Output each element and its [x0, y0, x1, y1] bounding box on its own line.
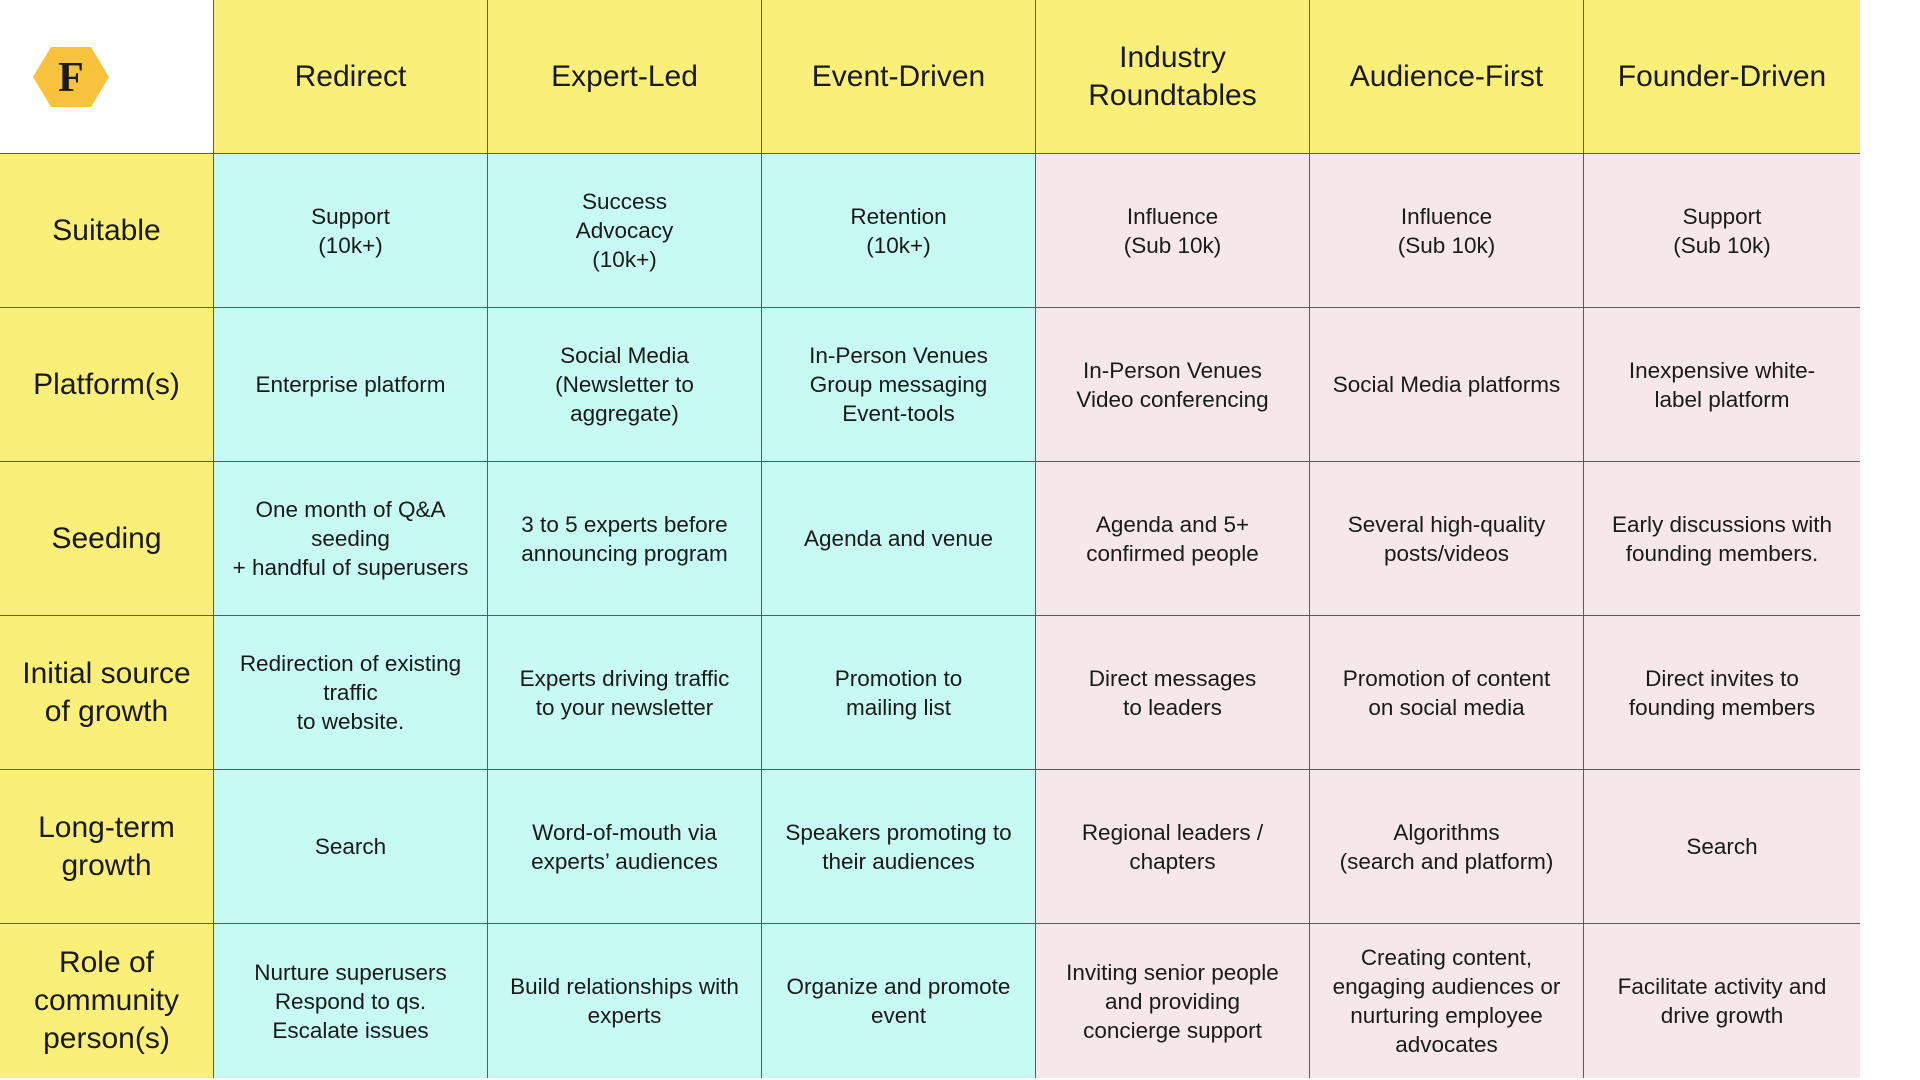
table-cell: Influence (Sub 10k) [1310, 154, 1584, 308]
table-cell: Success Advocacy (10k+) [488, 154, 762, 308]
logo-letter: F [58, 55, 84, 101]
table-cell: Experts driving traffic to your newslett… [488, 616, 762, 770]
column-header: Redirect [214, 0, 488, 154]
table-cell: Promotion to mailing list [762, 616, 1036, 770]
column-header: Audience-First [1310, 0, 1584, 154]
table-cell: Build relationships with experts [488, 924, 762, 1078]
row-header: Role of community person(s) [0, 924, 214, 1078]
table-cell: Facilitate activity and drive growth [1584, 924, 1860, 1078]
table-cell: Social Media (Newsletter to aggregate) [488, 308, 762, 462]
table-cell: Agenda and 5+ confirmed people [1036, 462, 1310, 616]
table-cell: Influence (Sub 10k) [1036, 154, 1310, 308]
table-cell: Promotion of content on social media [1310, 616, 1584, 770]
row-header: Initial source of growth [0, 616, 214, 770]
table-cell: Several high-quality posts/videos [1310, 462, 1584, 616]
row-header: Seeding [0, 462, 214, 616]
column-header: Event-Driven [762, 0, 1036, 154]
table-cell: Speakers promoting to their audiences [762, 770, 1036, 924]
table-cell: In-Person Venues Group messaging Event-t… [762, 308, 1036, 462]
table-cell: Search [214, 770, 488, 924]
table-cell: Inviting senior people and providing con… [1036, 924, 1310, 1078]
row-header: Long-term growth [0, 770, 214, 924]
row-header: Platform(s) [0, 308, 214, 462]
table-cell: Regional leaders / chapters [1036, 770, 1310, 924]
table-cell: Creating content, engaging audiences or … [1310, 924, 1584, 1078]
table-cell: Nurture superusers Respond to qs. Escala… [214, 924, 488, 1078]
table-cell: 3 to 5 experts before announcing program [488, 462, 762, 616]
row-header: Suitable [0, 154, 214, 308]
table-cell: Search [1584, 770, 1860, 924]
column-header: Industry Roundtables [1036, 0, 1310, 154]
table-cell: Direct invites to founding members [1584, 616, 1860, 770]
table-cell: Word-of-mouth via experts’ audiences [488, 770, 762, 924]
table-cell: Early discussions with founding members. [1584, 462, 1860, 616]
table-cell: Enterprise platform [214, 308, 488, 462]
table-cell: Support (Sub 10k) [1584, 154, 1860, 308]
table-cell: Social Media platforms [1310, 308, 1584, 462]
table-cell: Support (10k+) [214, 154, 488, 308]
table-cell: Organize and promote event [762, 924, 1036, 1078]
logo-cell: F [0, 0, 214, 154]
hexagon-f-logo-icon: F [33, 46, 109, 107]
table-cell: Agenda and venue [762, 462, 1036, 616]
table-cell: Redirection of existing traffic to websi… [214, 616, 488, 770]
table-cell: Retention (10k+) [762, 154, 1036, 308]
column-header: Expert-Led [488, 0, 762, 154]
table-cell: In-Person Venues Video conferencing [1036, 308, 1310, 462]
column-header: Founder-Driven [1584, 0, 1860, 154]
table-cell: Direct messages to leaders [1036, 616, 1310, 770]
table-cell: Inexpensive white- label platform [1584, 308, 1860, 462]
table-cell: Algorithms (search and platform) [1310, 770, 1584, 924]
table-cell: One month of Q&A seeding + handful of su… [214, 462, 488, 616]
